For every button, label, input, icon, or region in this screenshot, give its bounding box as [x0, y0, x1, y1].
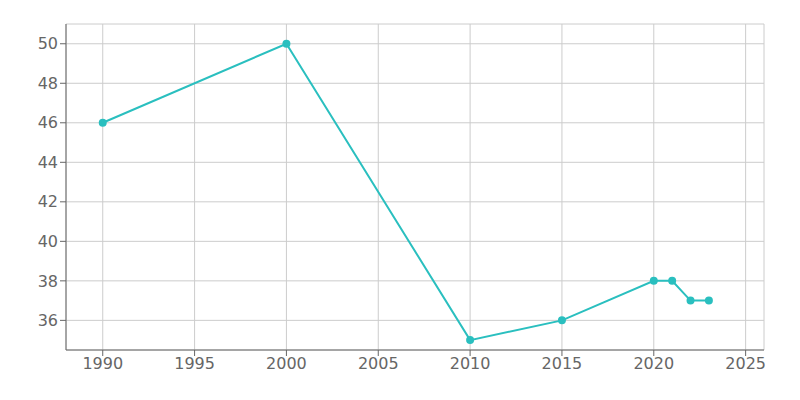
svg-text:2005: 2005 — [358, 354, 399, 373]
svg-text:2020: 2020 — [633, 354, 674, 373]
svg-text:1990: 1990 — [82, 354, 123, 373]
svg-text:46: 46 — [38, 113, 58, 132]
svg-text:50: 50 — [38, 34, 58, 53]
svg-text:42: 42 — [38, 192, 58, 211]
svg-text:48: 48 — [38, 74, 58, 93]
svg-text:44: 44 — [38, 153, 58, 172]
svg-text:2010: 2010 — [450, 354, 491, 373]
svg-text:2015: 2015 — [542, 354, 583, 373]
svg-text:2025: 2025 — [725, 354, 766, 373]
svg-text:1995: 1995 — [174, 354, 215, 373]
svg-text:38: 38 — [38, 272, 58, 291]
svg-text:36: 36 — [38, 311, 58, 330]
svg-text:2000: 2000 — [266, 354, 307, 373]
svg-text:40: 40 — [38, 232, 58, 251]
